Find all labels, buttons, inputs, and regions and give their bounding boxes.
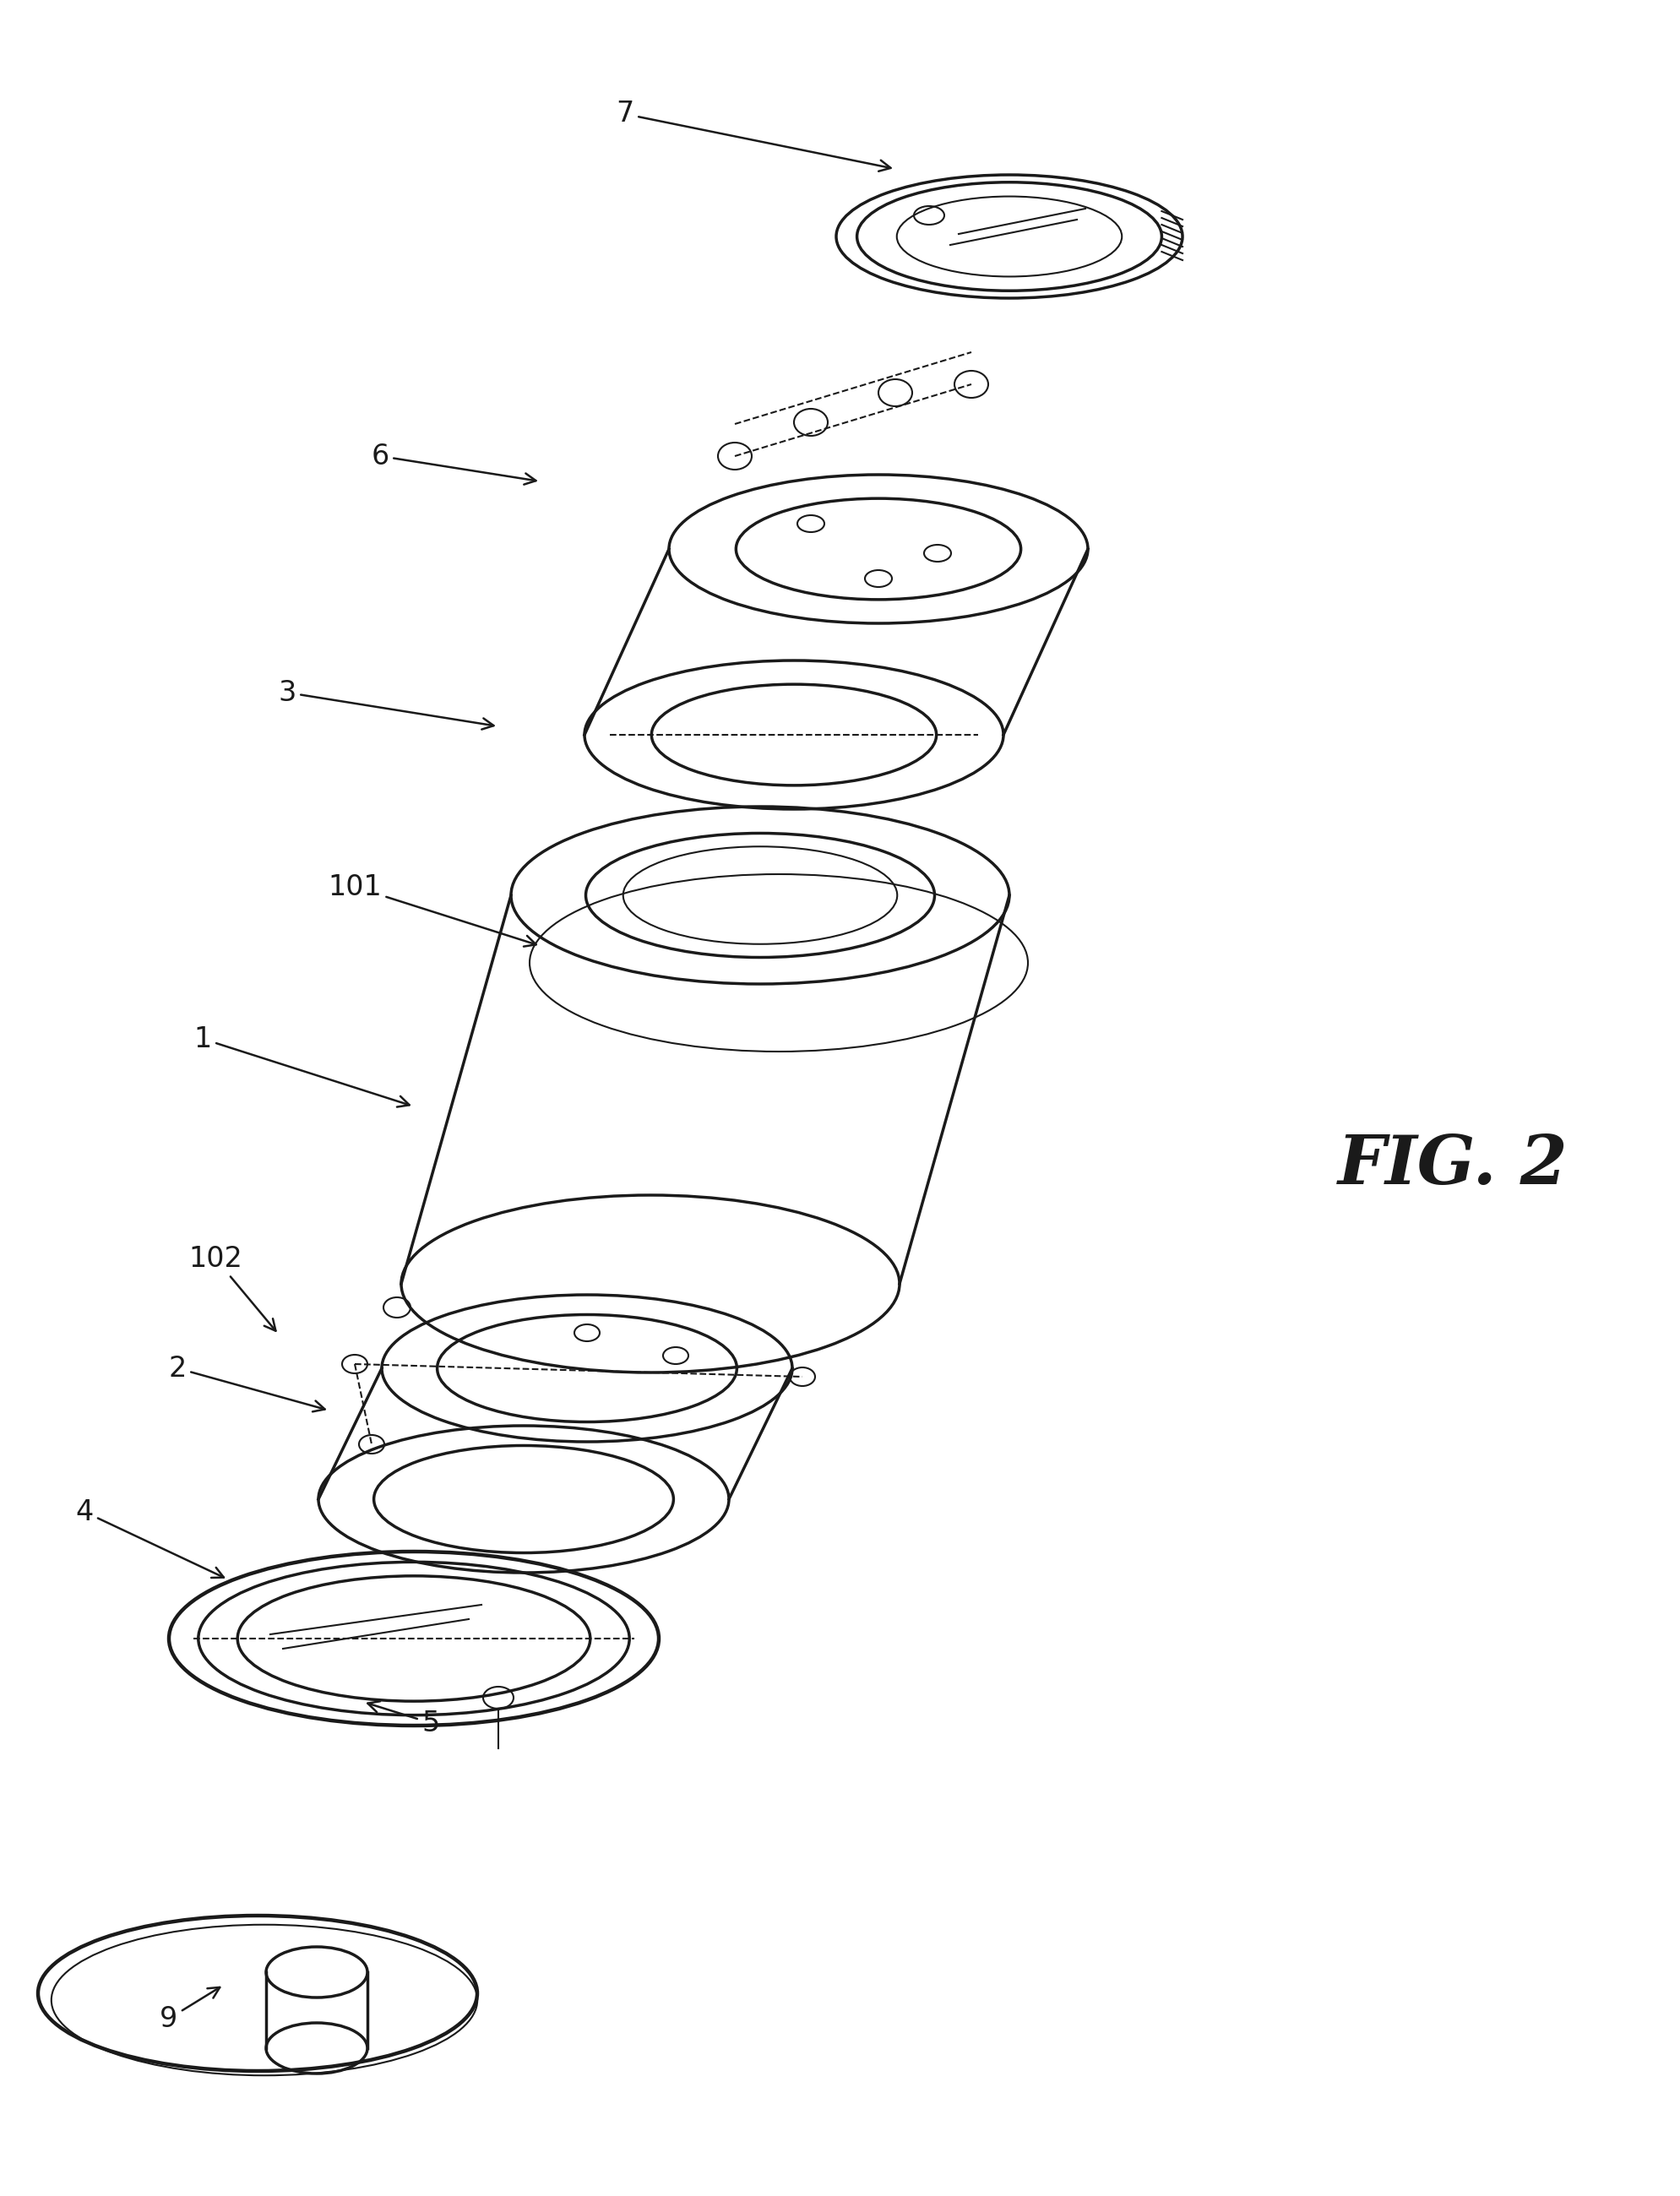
Text: 3: 3 bbox=[279, 679, 494, 729]
Text: 5: 5 bbox=[368, 1702, 440, 1737]
Text: 7: 7 bbox=[617, 101, 890, 171]
Text: 101: 101 bbox=[328, 872, 536, 946]
Text: 6: 6 bbox=[371, 441, 536, 485]
Text: 4: 4 bbox=[76, 1498, 223, 1577]
Text: 1: 1 bbox=[193, 1026, 410, 1107]
Text: 2: 2 bbox=[168, 1355, 324, 1412]
Text: FIG. 2: FIG. 2 bbox=[1337, 1133, 1567, 1199]
Text: 9: 9 bbox=[160, 1987, 220, 2033]
Text: 102: 102 bbox=[188, 1245, 276, 1331]
